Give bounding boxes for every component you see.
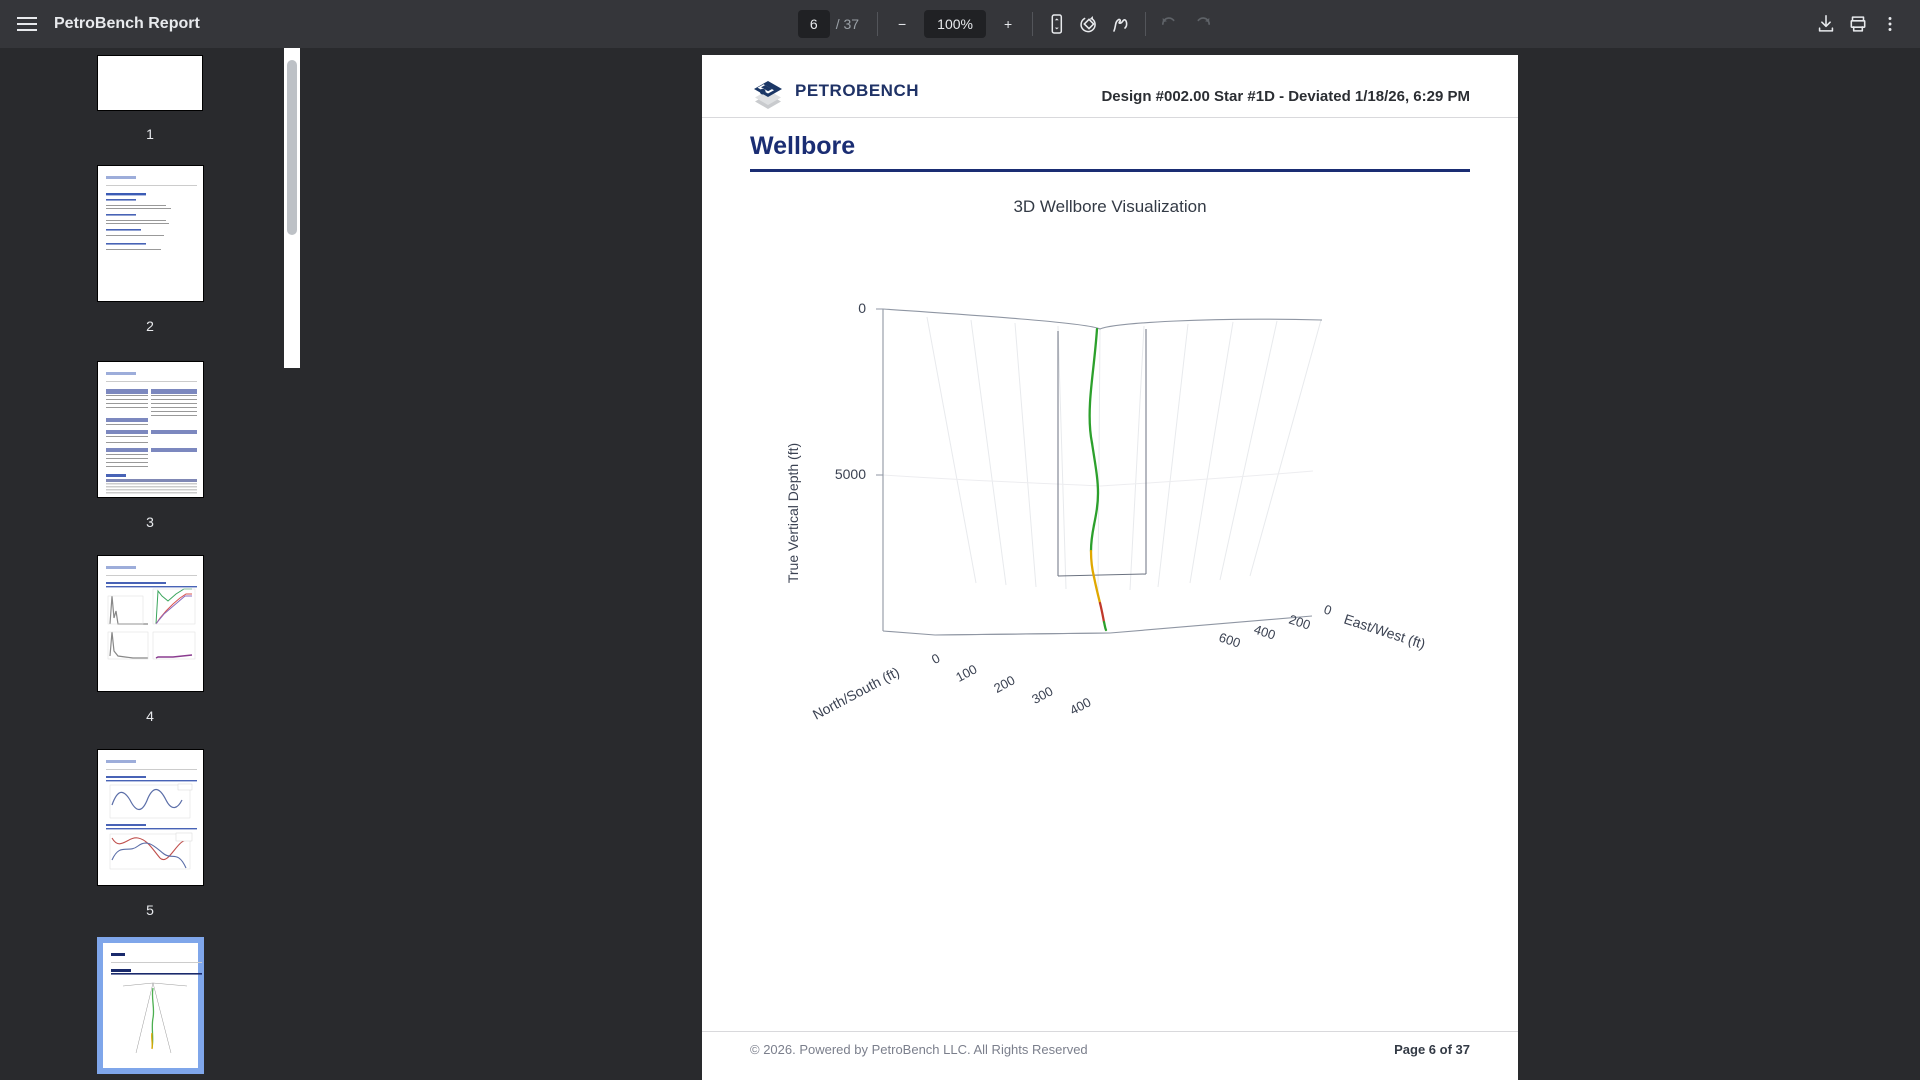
svg-text:East/West (ft): East/West (ft) (1342, 611, 1427, 652)
svg-text:5000: 5000 (835, 466, 866, 482)
svg-text:400: 400 (1067, 694, 1093, 717)
svg-text:600: 600 (1217, 630, 1242, 651)
svg-text:100: 100 (953, 661, 979, 684)
svg-text:North/South (ft): North/South (ft) (810, 664, 902, 723)
svg-text:200: 200 (991, 672, 1017, 695)
svg-text:0: 0 (1322, 602, 1334, 619)
svg-text:0: 0 (929, 650, 942, 667)
svg-text:0: 0 (858, 300, 866, 316)
svg-text:400: 400 (1252, 622, 1277, 643)
svg-text:200: 200 (1287, 612, 1312, 633)
svg-text:300: 300 (1029, 683, 1055, 706)
svg-text:True Vertical Depth (ft): True Vertical Depth (ft) (785, 443, 801, 583)
